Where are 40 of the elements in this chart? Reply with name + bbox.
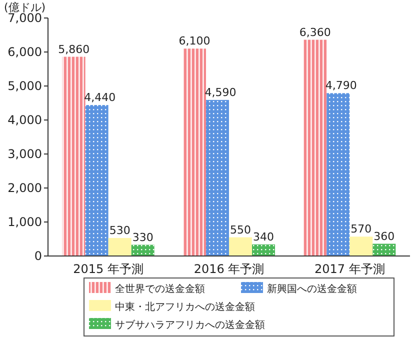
bar	[229, 237, 252, 256]
bar	[350, 236, 373, 256]
data-label: 570	[350, 222, 372, 236]
y-tick-label: 2,000	[8, 181, 42, 195]
x-tick-label: 2015 年予測	[73, 262, 144, 276]
data-label: 4,590	[204, 86, 236, 99]
bar	[108, 238, 132, 256]
data-label: 4,440	[84, 91, 116, 104]
y-tick-label: 6,000	[8, 45, 42, 59]
y-tick-label: 3,000	[8, 147, 42, 161]
data-label: 4,790	[325, 79, 357, 92]
bar	[206, 100, 229, 256]
bar	[131, 244, 154, 256]
data-label: 530	[109, 224, 130, 237]
bar	[252, 244, 275, 256]
y-tick-label: 0	[34, 249, 42, 263]
data-label: 6,360	[299, 26, 331, 39]
bar	[326, 93, 350, 256]
legend-label: 全世界での送金金額	[115, 283, 205, 295]
data-label: 6,100	[178, 34, 210, 48]
bar	[372, 244, 396, 256]
legend-label: 新興国への送金金額	[267, 283, 357, 295]
y-tick-label: 7,000	[8, 11, 42, 25]
data-label: 340	[253, 230, 274, 244]
y-tick-label: 4,000	[8, 113, 42, 127]
y-tick-label: 5,000	[8, 79, 42, 93]
data-label: 5,860	[58, 42, 90, 56]
data-label: 360	[374, 230, 395, 243]
x-tick-label: 2016 年予測	[194, 262, 264, 276]
bar	[85, 105, 108, 256]
bar	[304, 40, 327, 256]
legend-label: サブサハラアフリカへの送金金額	[115, 319, 265, 331]
bar	[62, 56, 86, 256]
y-axis-title: (億ドル)	[4, 1, 46, 14]
data-label: 330	[132, 230, 154, 244]
data-label: 550	[230, 223, 251, 236]
bar	[183, 48, 206, 256]
y-tick-label: 1,000	[8, 215, 42, 229]
x-tick-label: 2017 年予測	[314, 262, 385, 276]
legend-label: 中東・北アフリカへの送金金額	[115, 301, 255, 313]
